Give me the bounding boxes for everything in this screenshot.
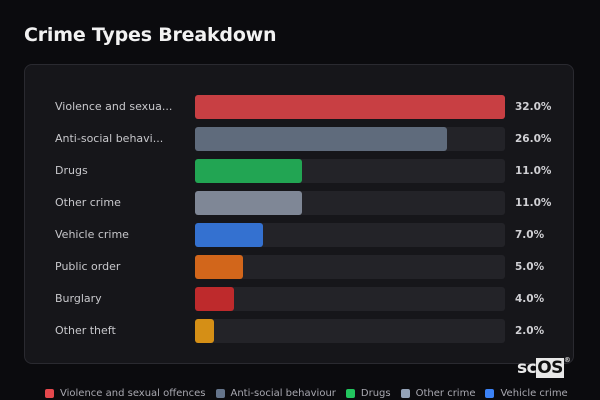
bar-row[interactable]: Anti-social behavi... 26.0% — [25, 127, 573, 151]
bar-label: Burglary — [55, 292, 102, 305]
legend-swatch-icon — [215, 388, 225, 398]
bar-track — [195, 255, 505, 279]
bar-value: 2.0% — [515, 325, 545, 337]
bar-label: Violence and sexua... — [55, 100, 173, 113]
bar-row[interactable]: Violence and sexua... 32.0% — [25, 95, 573, 119]
bar-row[interactable]: Vehicle crime 7.0% — [25, 223, 573, 247]
bar-value: 5.0% — [515, 261, 545, 273]
bar[interactable] — [195, 127, 447, 151]
bar-track — [195, 95, 505, 119]
bar-value: 4.0% — [515, 293, 545, 305]
bar-row[interactable]: Burglary 4.0% — [25, 287, 573, 311]
bar-track — [195, 319, 505, 343]
bar-row[interactable]: Public order 5.0% — [25, 255, 573, 279]
bar-track — [195, 191, 505, 215]
scos-logo: scOS® — [517, 356, 571, 378]
legend-item[interactable]: Other crime — [400, 386, 476, 400]
bar-label: Vehicle crime — [55, 228, 129, 241]
chart-title: Crime Types Breakdown — [24, 24, 277, 46]
bar[interactable] — [195, 287, 234, 311]
bar-label: Public order — [55, 260, 121, 273]
bar-row[interactable]: Drugs 11.0% — [25, 159, 573, 183]
bar-value: 11.0% — [515, 165, 552, 177]
logo-sc-text: sc — [517, 358, 537, 378]
legend-swatch-icon — [345, 388, 355, 398]
legend-swatch-icon — [45, 388, 54, 398]
legend-item[interactable]: Drugs — [345, 386, 391, 400]
bar[interactable] — [195, 95, 505, 119]
bar-row[interactable]: Other theft 2.0% — [25, 319, 573, 343]
legend-label: Anti-social behaviour — [230, 387, 336, 399]
bar-value: 11.0% — [515, 197, 552, 209]
bar-label: Other crime — [55, 196, 121, 209]
registered-mark: ® — [563, 356, 571, 365]
legend-item[interactable]: Anti-social behaviour — [215, 386, 336, 400]
bar-value: 32.0% — [515, 101, 552, 113]
legend-label: Drugs — [360, 387, 391, 399]
bar-track — [195, 159, 505, 183]
bar-value: 26.0% — [515, 133, 552, 145]
legend-item[interactable]: Violence and sexual offences — [45, 386, 206, 400]
bar[interactable] — [195, 319, 215, 343]
legend-label: Other crime — [415, 387, 476, 399]
bar-label: Anti-social behavi... — [55, 132, 164, 145]
bar-row[interactable]: Other crime 11.0% — [25, 191, 573, 215]
bar[interactable] — [195, 159, 302, 183]
bar-track — [195, 223, 505, 247]
bar-value: 7.0% — [515, 229, 545, 241]
bar[interactable] — [195, 223, 263, 247]
legend-item[interactable]: Vehicle crime — [485, 386, 568, 400]
logo-os-text: OS — [536, 358, 564, 378]
bar-label: Drugs — [55, 164, 88, 177]
legend-swatch-icon — [485, 388, 495, 398]
legend-label: Vehicle crime — [500, 387, 568, 399]
legend-label: Violence and sexual offences — [60, 387, 206, 399]
chart-card: Violence and sexua... 32.0% Anti-social be… — [24, 64, 574, 364]
bar-track — [195, 287, 505, 311]
bar[interactable] — [195, 255, 244, 279]
bar-label: Other theft — [55, 324, 116, 337]
chart-legend: Violence and sexual offences Anti-social … — [45, 386, 568, 400]
bar[interactable] — [195, 191, 302, 215]
legend-swatch-icon — [400, 388, 410, 398]
bar-track — [195, 127, 505, 151]
